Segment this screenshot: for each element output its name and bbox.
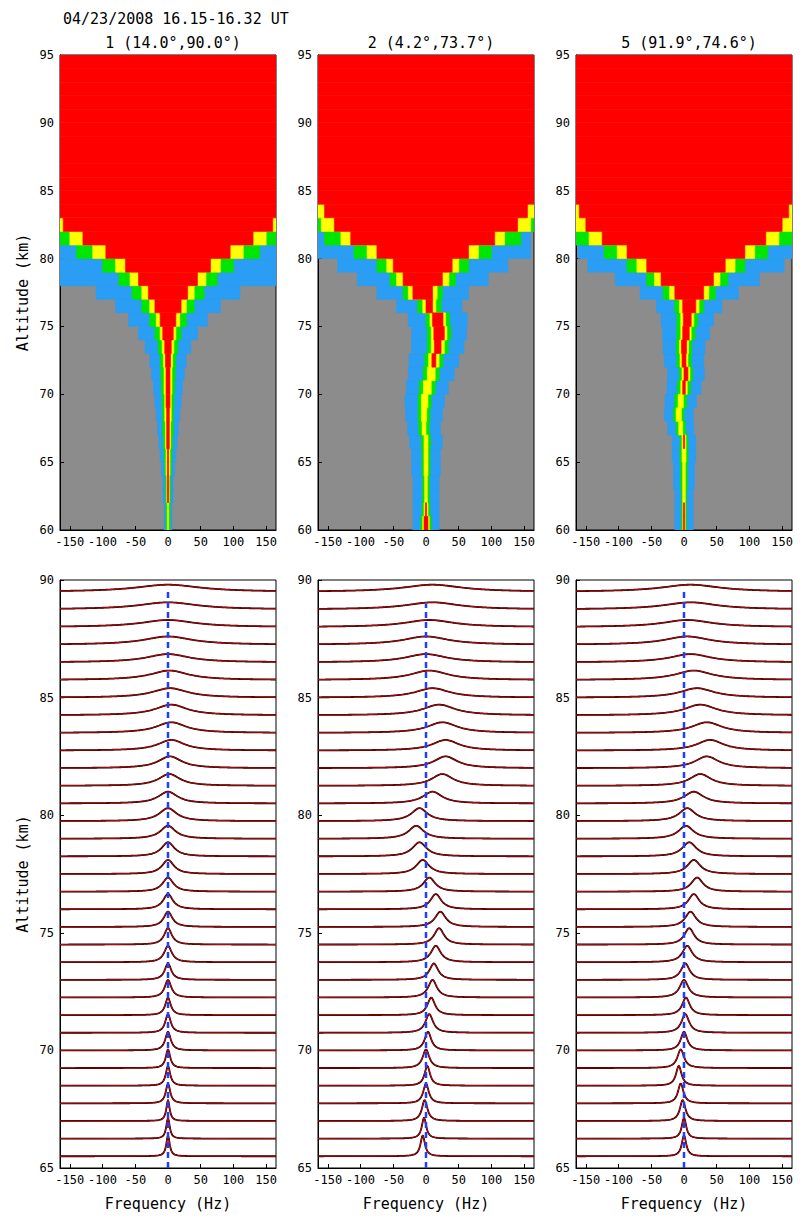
svg-text:50: 50	[452, 535, 466, 549]
svg-text:65: 65	[298, 1161, 312, 1175]
svg-text:75: 75	[298, 926, 312, 940]
svg-text:-100: -100	[346, 1173, 375, 1187]
svg-text:Altitude (km): Altitude (km)	[14, 234, 32, 351]
svg-text:80: 80	[556, 252, 570, 266]
svg-text:100: 100	[739, 1173, 761, 1187]
svg-text:Frequency (Hz): Frequency (Hz)	[363, 1195, 489, 1213]
svg-text:75: 75	[298, 319, 312, 333]
svg-text:-150: -150	[571, 535, 600, 549]
svg-text:65: 65	[556, 1161, 570, 1175]
svg-text:-150: -150	[55, 535, 84, 549]
svg-text:95: 95	[298, 48, 312, 62]
svg-text:0: 0	[422, 535, 429, 549]
svg-text:0: 0	[164, 535, 171, 549]
svg-text:75: 75	[556, 319, 570, 333]
svg-text:100: 100	[223, 535, 245, 549]
svg-text:1 (14.0°,90.0°): 1 (14.0°,90.0°)	[105, 34, 240, 52]
svg-text:90: 90	[556, 573, 570, 587]
svg-text:100: 100	[223, 1173, 245, 1187]
svg-text:95: 95	[40, 48, 54, 62]
svg-text:-100: -100	[346, 535, 375, 549]
svg-text:-50: -50	[640, 1173, 662, 1187]
svg-text:Frequency (Hz): Frequency (Hz)	[105, 1195, 231, 1213]
svg-text:85: 85	[556, 691, 570, 705]
svg-text:65: 65	[40, 1161, 54, 1175]
svg-text:80: 80	[298, 808, 312, 822]
svg-text:80: 80	[40, 808, 54, 822]
svg-text:70: 70	[40, 387, 54, 401]
svg-text:-150: -150	[571, 1173, 600, 1187]
svg-text:150: 150	[255, 535, 277, 549]
svg-text:95: 95	[556, 48, 570, 62]
svg-text:2 (4.2°,73.7°): 2 (4.2°,73.7°)	[368, 34, 494, 52]
svg-text:70: 70	[298, 387, 312, 401]
svg-text:75: 75	[40, 319, 54, 333]
svg-text:80: 80	[298, 252, 312, 266]
svg-text:-50: -50	[382, 1173, 404, 1187]
svg-text:150: 150	[771, 1173, 793, 1187]
svg-text:70: 70	[556, 387, 570, 401]
svg-text:150: 150	[513, 535, 535, 549]
svg-text:-100: -100	[604, 535, 633, 549]
svg-text:0: 0	[680, 1173, 687, 1187]
svg-text:-50: -50	[124, 535, 146, 549]
svg-text:90: 90	[298, 116, 312, 130]
svg-text:Frequency (Hz): Frequency (Hz)	[621, 1195, 747, 1213]
svg-text:50: 50	[710, 1173, 724, 1187]
svg-text:80: 80	[556, 808, 570, 822]
svg-text:0: 0	[422, 1173, 429, 1187]
svg-text:-50: -50	[382, 535, 404, 549]
svg-text:85: 85	[298, 691, 312, 705]
svg-text:5 (91.9°,74.6°): 5 (91.9°,74.6°)	[621, 34, 756, 52]
svg-text:150: 150	[771, 535, 793, 549]
svg-text:65: 65	[298, 455, 312, 469]
svg-text:150: 150	[513, 1173, 535, 1187]
svg-text:75: 75	[40, 926, 54, 940]
svg-text:-150: -150	[313, 1173, 342, 1187]
svg-text:100: 100	[481, 535, 503, 549]
svg-text:50: 50	[194, 535, 208, 549]
svg-text:80: 80	[40, 252, 54, 266]
svg-text:0: 0	[164, 1173, 171, 1187]
svg-text:Altitude (km): Altitude (km)	[14, 815, 32, 932]
svg-text:100: 100	[481, 1173, 503, 1187]
svg-text:100: 100	[739, 535, 761, 549]
svg-text:-150: -150	[55, 1173, 84, 1187]
svg-text:-50: -50	[124, 1173, 146, 1187]
svg-text:70: 70	[298, 1043, 312, 1057]
svg-text:90: 90	[556, 116, 570, 130]
svg-text:70: 70	[556, 1043, 570, 1057]
svg-text:60: 60	[298, 523, 312, 537]
svg-text:60: 60	[40, 523, 54, 537]
svg-text:04/23/2008 16.15-16.32 UT: 04/23/2008 16.15-16.32 UT	[63, 10, 289, 28]
svg-text:60: 60	[556, 523, 570, 537]
svg-text:75: 75	[556, 926, 570, 940]
svg-text:-150: -150	[313, 535, 342, 549]
svg-text:85: 85	[556, 184, 570, 198]
svg-text:150: 150	[255, 1173, 277, 1187]
svg-text:50: 50	[710, 535, 724, 549]
svg-text:85: 85	[40, 184, 54, 198]
svg-text:50: 50	[194, 1173, 208, 1187]
svg-text:65: 65	[556, 455, 570, 469]
svg-text:90: 90	[40, 116, 54, 130]
svg-text:70: 70	[40, 1043, 54, 1057]
svg-text:-100: -100	[88, 1173, 117, 1187]
svg-text:90: 90	[298, 573, 312, 587]
svg-text:85: 85	[298, 184, 312, 198]
svg-text:0: 0	[680, 535, 687, 549]
svg-text:-50: -50	[640, 535, 662, 549]
svg-text:50: 50	[452, 1173, 466, 1187]
svg-text:90: 90	[40, 573, 54, 587]
svg-text:-100: -100	[88, 535, 117, 549]
svg-text:-100: -100	[604, 1173, 633, 1187]
svg-text:65: 65	[40, 455, 54, 469]
svg-text:85: 85	[40, 691, 54, 705]
